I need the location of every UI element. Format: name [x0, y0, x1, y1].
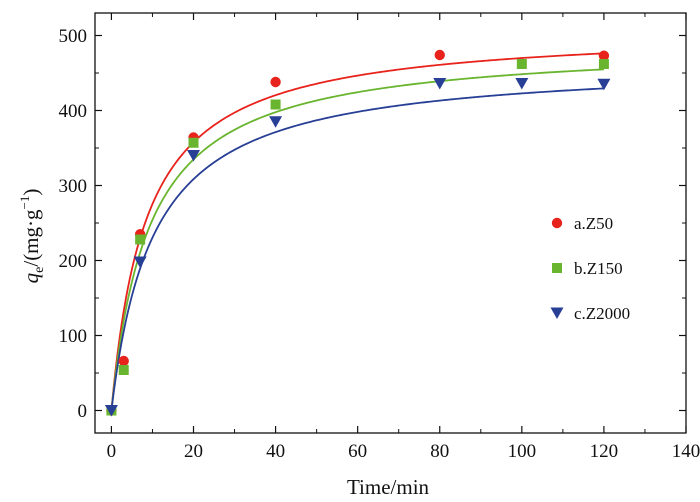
legend-marker-1 [551, 217, 563, 229]
y-axis-subscript: e [32, 267, 47, 273]
x-axis-title: Time/min [347, 475, 430, 499]
axes: 0 20 40 60 80 100 120 140 0 100 200 300 400 500 [59, 12, 700, 462]
series-1-point [270, 76, 281, 88]
y-tick-label: 400 [59, 101, 88, 122]
x-tick-label: 120 [590, 441, 619, 462]
x-tick-label: 80 [430, 441, 449, 462]
series-3-point [597, 78, 611, 91]
legend-label-1: a.Z50 [574, 214, 613, 233]
legend-marker-3 [550, 307, 564, 319]
x-tick-label: 100 [508, 441, 537, 462]
x-tick-label: 40 [266, 441, 285, 462]
x-tick-label: 140 [672, 441, 700, 462]
fit-curve-3 [110, 87, 604, 411]
y-tick-label: 300 [59, 176, 88, 197]
data-points [104, 49, 611, 417]
series-2-point [188, 137, 199, 148]
y-axis-title: qe/(mg·g−1) [17, 189, 47, 284]
fit-curve-1 [110, 52, 604, 411]
series-3-point [433, 78, 447, 90]
y-tick-label: 100 [59, 326, 88, 347]
x-tick-label: 60 [348, 441, 367, 462]
series-2-point [270, 99, 281, 110]
legend-label-2: b.Z150 [574, 259, 623, 278]
y-axis-unit-close: ) [19, 189, 43, 196]
series-1-point [118, 355, 129, 367]
x-tick-label: 20 [184, 441, 203, 462]
series-2-point [516, 59, 527, 69]
legend-label-3: c.Z2000 [574, 304, 630, 323]
series-3-point [515, 78, 529, 90]
series-2-point [135, 234, 146, 245]
series-2-point [118, 365, 129, 375]
y-tick-label: 0 [78, 401, 88, 422]
x-tick-label: 0 [107, 441, 117, 462]
y-tick-label: 500 [59, 26, 88, 47]
y-tick-label: 200 [59, 251, 88, 272]
series-3-point [269, 116, 283, 128]
legend-marker-2 [552, 263, 562, 273]
series-1-point [434, 49, 445, 61]
series-2-point [598, 59, 609, 69]
series-3-point [104, 405, 118, 417]
y-axis-unit: /(mg·g [19, 209, 43, 267]
y-axis-unit-exponent: −1 [17, 196, 32, 210]
series-1-point [598, 50, 610, 61]
legend: a.Z50 b.Z150 c.Z2000 [550, 214, 630, 323]
fit-curve-2 [110, 68, 604, 411]
series-3-point [133, 256, 147, 268]
series-3-point [187, 150, 200, 162]
fit-curves [110, 52, 604, 411]
y-axis-symbol: q [19, 272, 43, 283]
